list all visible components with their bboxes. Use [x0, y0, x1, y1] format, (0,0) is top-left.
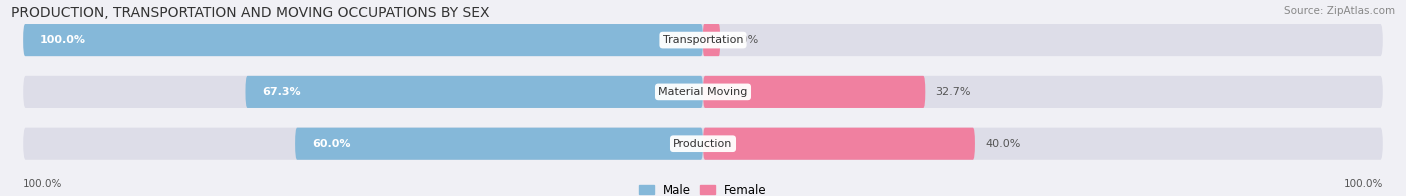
- FancyBboxPatch shape: [246, 76, 703, 108]
- Text: 40.0%: 40.0%: [986, 139, 1021, 149]
- Text: 100.0%: 100.0%: [1344, 179, 1384, 189]
- Text: Production: Production: [673, 139, 733, 149]
- FancyBboxPatch shape: [22, 24, 703, 56]
- FancyBboxPatch shape: [22, 128, 1384, 160]
- Text: Source: ZipAtlas.com: Source: ZipAtlas.com: [1284, 6, 1395, 16]
- Text: PRODUCTION, TRANSPORTATION AND MOVING OCCUPATIONS BY SEX: PRODUCTION, TRANSPORTATION AND MOVING OC…: [11, 6, 489, 20]
- Legend: Male, Female: Male, Female: [640, 183, 766, 196]
- Text: 100.0%: 100.0%: [22, 179, 62, 189]
- Text: Transportation: Transportation: [662, 35, 744, 45]
- Text: 67.3%: 67.3%: [263, 87, 301, 97]
- FancyBboxPatch shape: [703, 24, 720, 56]
- FancyBboxPatch shape: [295, 128, 703, 160]
- Text: 100.0%: 100.0%: [41, 35, 86, 45]
- Text: 60.0%: 60.0%: [312, 139, 350, 149]
- FancyBboxPatch shape: [703, 128, 974, 160]
- FancyBboxPatch shape: [22, 76, 1384, 108]
- FancyBboxPatch shape: [703, 76, 925, 108]
- Text: Material Moving: Material Moving: [658, 87, 748, 97]
- Text: 0.0%: 0.0%: [730, 35, 758, 45]
- Text: 32.7%: 32.7%: [935, 87, 972, 97]
- FancyBboxPatch shape: [22, 24, 1384, 56]
